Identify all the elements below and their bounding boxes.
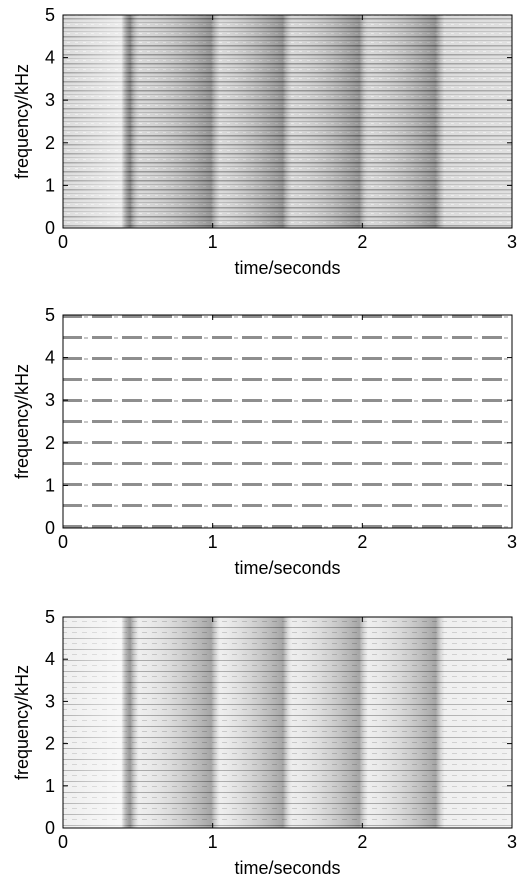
x-tick-label: 2 xyxy=(357,532,367,552)
plot-frame xyxy=(62,14,513,229)
y-axis-label: frequency/kHz xyxy=(12,64,32,179)
plot-frame xyxy=(62,314,513,529)
spectrogram-shading xyxy=(63,617,512,828)
y-tick-label: 2 xyxy=(45,133,55,153)
y-tick-label: 0 xyxy=(45,518,55,538)
y-tick-label: 2 xyxy=(45,433,55,453)
y-axis-label: frequency/kHz xyxy=(12,665,32,780)
y-tick-label: 2 xyxy=(45,734,55,754)
plot-frame xyxy=(62,616,513,829)
x-tick-label: 3 xyxy=(507,532,517,552)
y-axis-label: frequency/kHz xyxy=(12,364,32,479)
x-tick-label: 3 xyxy=(507,232,517,252)
y-tick-label: 4 xyxy=(45,48,55,68)
spectrogram-image xyxy=(63,315,512,528)
y-tick-label: 3 xyxy=(45,90,55,110)
y-tick-label: 3 xyxy=(45,390,55,410)
x-tick-label: 3 xyxy=(507,832,517,852)
spectrogram-panel: 0 1 2 3 0 1 2 3 4 5 time/seconds frequency/kHz xyxy=(12,607,517,878)
y-tick-label: 4 xyxy=(45,649,55,669)
y-tick-label: 1 xyxy=(45,475,55,495)
x-tick-label: 1 xyxy=(208,232,218,252)
x-axis-label: time/seconds xyxy=(234,258,340,278)
x-tick-label: 1 xyxy=(208,832,218,852)
y-tick-label: 4 xyxy=(45,348,55,368)
y-tick-label: 0 xyxy=(45,218,55,238)
x-tick-label: 0 xyxy=(58,532,68,552)
y-tick-label: 1 xyxy=(45,776,55,796)
y-tick-label: 5 xyxy=(45,5,55,25)
x-tick-label: 0 xyxy=(58,232,68,252)
y-tick-label: 5 xyxy=(45,305,55,325)
y-tick-label: 1 xyxy=(45,175,55,195)
spectrogram-panel: 0 1 2 3 0 1 2 3 4 5 time/seconds frequency/kHz xyxy=(12,305,517,578)
y-tick-label: 0 xyxy=(45,818,55,838)
spectrogram-panel: 0 1 2 3 0 1 2 3 4 5 time/seconds frequency/kHz xyxy=(12,5,517,278)
x-tick-label: 1 xyxy=(208,532,218,552)
x-axis-label: time/seconds xyxy=(234,558,340,578)
x-axis-label: time/seconds xyxy=(234,858,340,878)
y-tick-label: 3 xyxy=(45,691,55,711)
x-tick-label: 2 xyxy=(357,832,367,852)
x-tick-label: 0 xyxy=(58,832,68,852)
spectrogram-shading xyxy=(63,15,512,228)
y-tick-label: 5 xyxy=(45,607,55,627)
x-tick-label: 2 xyxy=(357,232,367,252)
